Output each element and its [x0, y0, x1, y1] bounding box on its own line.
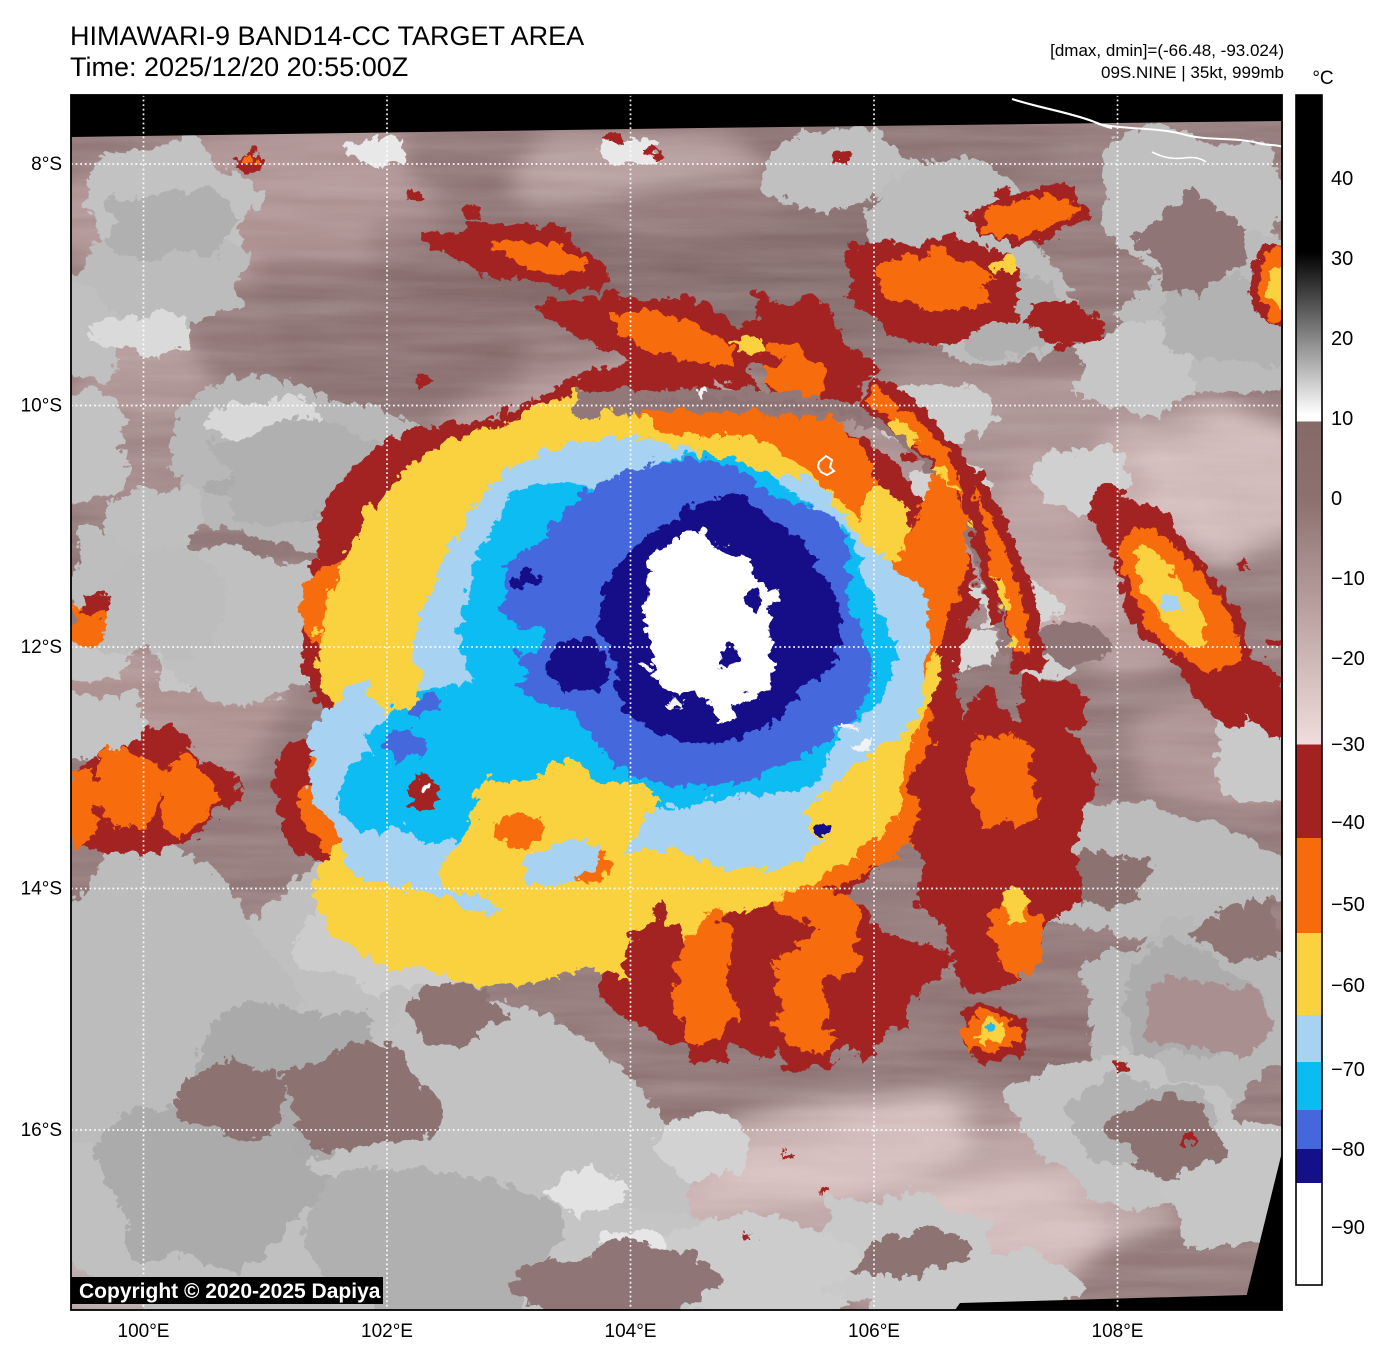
- svg-text:09S.NINE | 35kt, 999mb: 09S.NINE | 35kt, 999mb: [1101, 63, 1284, 82]
- svg-text:30: 30: [1331, 248, 1353, 270]
- svg-text:−50: −50: [1331, 894, 1365, 916]
- svg-text:−30: −30: [1331, 734, 1365, 756]
- svg-text:40: 40: [1331, 168, 1353, 190]
- svg-text:100°E: 100°E: [118, 1321, 170, 1342]
- svg-text:−70: −70: [1331, 1059, 1365, 1081]
- svg-text:16°S: 16°S: [21, 1120, 62, 1141]
- svg-text:[dmax, dmin]=(-66.48, -93.024): [dmax, dmin]=(-66.48, -93.024): [1050, 41, 1284, 60]
- svg-text:12°S: 12°S: [21, 637, 62, 658]
- svg-text:−60: −60: [1331, 975, 1365, 997]
- svg-text:106°E: 106°E: [848, 1321, 900, 1342]
- svg-text:−20: −20: [1331, 648, 1365, 670]
- svg-text:20: 20: [1331, 328, 1353, 350]
- svg-text:−90: −90: [1331, 1217, 1365, 1239]
- svg-text:Time: 2025/12/20 20:55:00Z: Time: 2025/12/20 20:55:00Z: [70, 52, 408, 82]
- svg-text:°C: °C: [1312, 68, 1333, 89]
- svg-text:108°E: 108°E: [1092, 1321, 1144, 1342]
- svg-text:0: 0: [1331, 488, 1342, 510]
- svg-text:10: 10: [1331, 408, 1353, 430]
- svg-text:8°S: 8°S: [31, 154, 62, 175]
- svg-text:10°S: 10°S: [21, 396, 62, 417]
- svg-text:−40: −40: [1331, 812, 1365, 834]
- svg-text:HIMAWARI-9 BAND14-CC TARGET AR: HIMAWARI-9 BAND14-CC TARGET AREA: [70, 21, 584, 51]
- svg-text:104°E: 104°E: [605, 1321, 657, 1342]
- svg-text:102°E: 102°E: [361, 1321, 413, 1342]
- svg-text:Copyright © 2020-2025 Dapiya: Copyright © 2020-2025 Dapiya: [79, 1280, 381, 1303]
- svg-text:14°S: 14°S: [21, 879, 62, 900]
- svg-text:−80: −80: [1331, 1139, 1365, 1161]
- svg-text:−10: −10: [1331, 568, 1365, 590]
